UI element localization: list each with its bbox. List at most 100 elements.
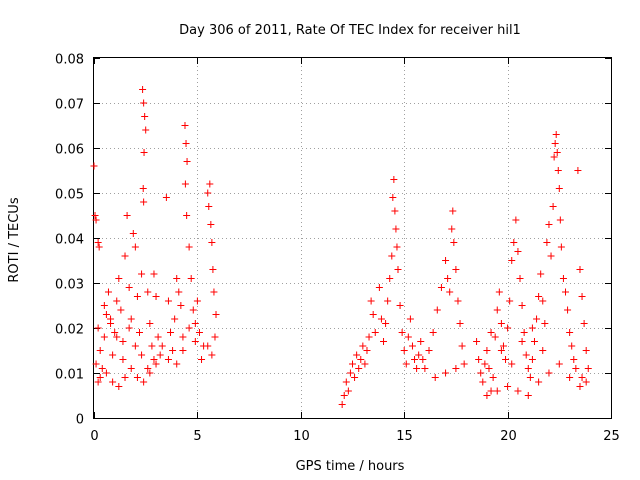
data-point	[429, 329, 437, 336]
data-point	[139, 185, 147, 192]
data-point	[528, 356, 536, 363]
data-point	[458, 342, 466, 350]
data-point	[340, 392, 348, 399]
x-tick-label: 5	[193, 429, 201, 444]
data-point	[537, 270, 545, 278]
data-point	[411, 356, 419, 363]
data-point	[419, 356, 427, 363]
data-point	[111, 329, 119, 336]
data-point	[158, 342, 166, 350]
data-point	[91, 212, 99, 219]
data-point	[211, 333, 219, 341]
data-point	[139, 86, 147, 93]
data-point	[193, 297, 201, 305]
data-point	[198, 356, 206, 363]
data-point	[502, 356, 510, 363]
data-point	[574, 167, 582, 174]
data-point	[182, 140, 190, 147]
data-point	[522, 351, 530, 359]
y-tick-label: 0.02	[55, 323, 84, 338]
data-point	[392, 225, 400, 233]
data-point	[140, 198, 148, 206]
data-point	[388, 252, 396, 260]
data-point	[185, 324, 193, 332]
data-point	[487, 387, 495, 395]
data-point	[355, 365, 363, 372]
data-point	[508, 257, 516, 264]
data-point	[530, 338, 538, 345]
data-point	[404, 333, 412, 341]
data-point	[483, 347, 491, 354]
data-point	[384, 297, 392, 305]
data-point	[187, 275, 195, 282]
data-point	[171, 315, 179, 323]
data-point	[389, 194, 397, 201]
data-point	[131, 342, 139, 350]
data-point	[556, 216, 564, 224]
data-point	[582, 347, 590, 354]
data-point	[210, 288, 218, 296]
data-point	[104, 288, 112, 296]
data-point	[123, 212, 131, 219]
data-point	[386, 275, 394, 282]
y-axis-label: ROTI / TECUs	[7, 197, 22, 282]
data-point	[504, 324, 512, 332]
data-point	[545, 369, 553, 377]
data-point	[164, 297, 172, 305]
data-point	[113, 333, 121, 341]
data-point	[173, 360, 181, 368]
data-point	[167, 329, 175, 336]
data-point	[557, 243, 565, 251]
y-tick-label: 0	[76, 413, 84, 428]
data-point	[338, 401, 346, 408]
data-point	[400, 347, 408, 354]
data-point	[437, 284, 445, 291]
data-point	[485, 365, 493, 372]
data-point	[508, 360, 516, 368]
data-point	[446, 288, 454, 296]
data-point	[115, 383, 123, 390]
data-point	[493, 387, 501, 395]
data-point	[140, 99, 148, 107]
y-tick-label: 0.07	[55, 98, 84, 113]
data-point	[146, 369, 154, 377]
data-point	[518, 338, 526, 345]
data-point	[142, 126, 150, 134]
data-point	[183, 158, 191, 165]
data-point	[365, 333, 373, 341]
data-point	[499, 342, 507, 350]
data-point	[140, 378, 148, 386]
data-point	[169, 347, 177, 354]
data-point	[572, 365, 580, 372]
data-point	[444, 275, 452, 282]
data-point	[98, 365, 106, 372]
data-point	[127, 315, 135, 323]
data-point	[425, 347, 433, 354]
data-point	[454, 297, 462, 305]
data-point	[179, 333, 187, 341]
data-point	[92, 216, 100, 224]
data-point	[342, 378, 350, 386]
data-point	[119, 356, 127, 363]
data-point	[206, 180, 214, 188]
data-point	[576, 383, 584, 390]
data-point	[551, 140, 559, 147]
data-point	[125, 284, 133, 291]
data-point	[582, 378, 590, 386]
data-point	[359, 342, 367, 350]
data-point	[133, 374, 141, 381]
data-point	[150, 356, 158, 363]
data-point	[487, 329, 495, 336]
data-point	[396, 302, 404, 309]
data-point	[100, 302, 108, 309]
data-point	[363, 347, 371, 354]
data-point	[391, 207, 399, 215]
data-point	[131, 243, 139, 251]
data-point	[346, 369, 354, 377]
data-point	[566, 374, 574, 381]
data-point	[129, 230, 137, 237]
data-point	[138, 270, 146, 278]
data-point	[95, 243, 103, 251]
data-point	[514, 248, 522, 255]
data-point	[406, 315, 414, 323]
